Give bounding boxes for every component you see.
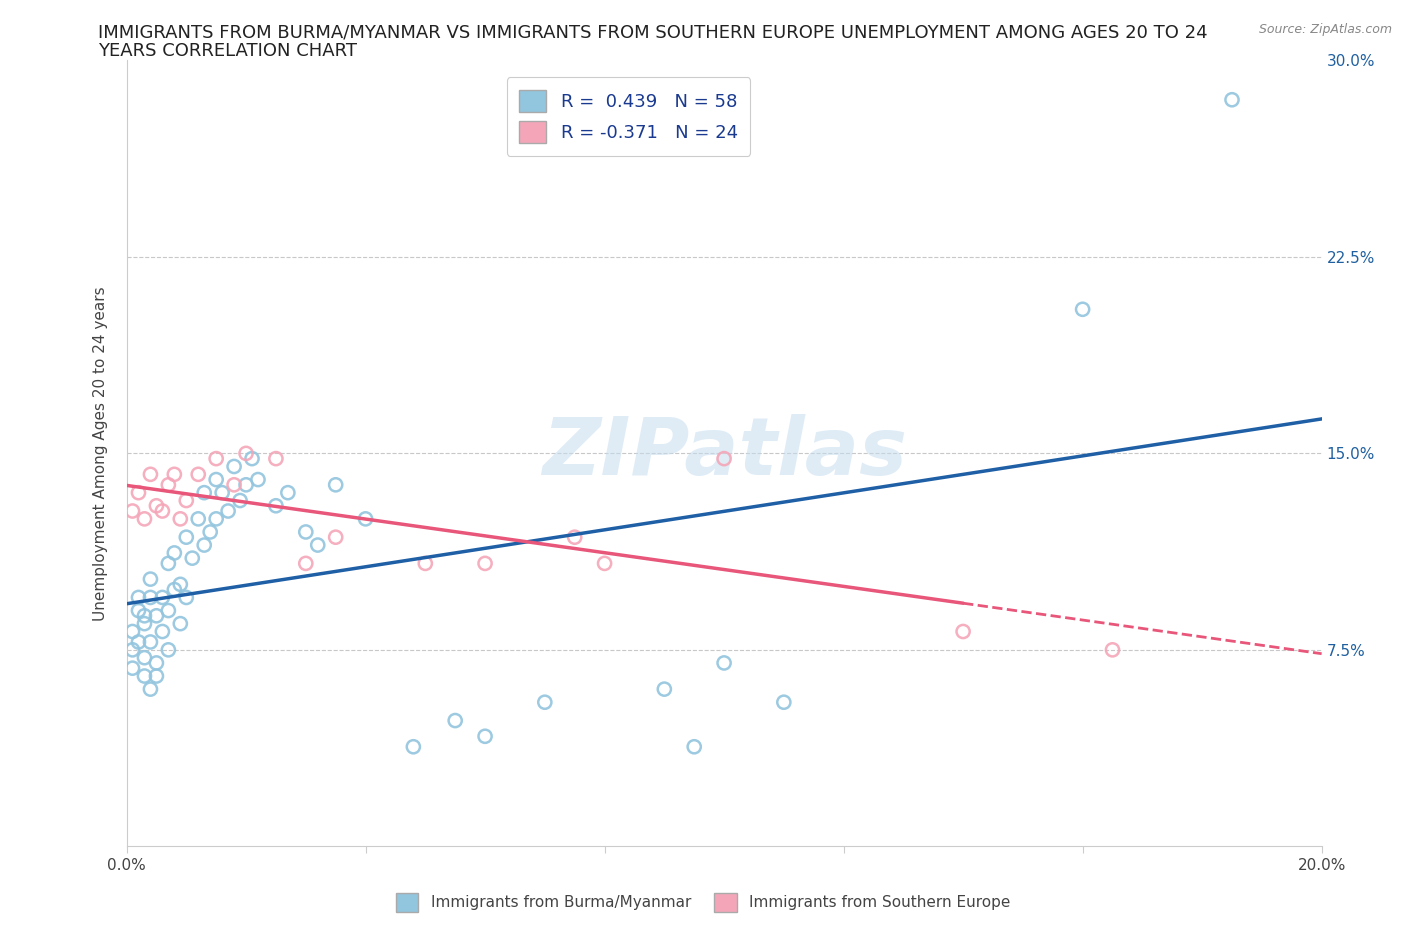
Point	[217, 503, 239, 518]
Point	[193, 485, 215, 500]
Point	[264, 451, 287, 466]
Point	[474, 729, 496, 744]
Point	[134, 512, 156, 526]
Point	[200, 525, 222, 539]
Text: Source: ZipAtlas.com: Source: ZipAtlas.com	[1258, 23, 1392, 36]
Point	[139, 634, 162, 649]
Point	[145, 656, 167, 671]
Point	[163, 546, 186, 561]
Point	[205, 472, 228, 487]
Point	[240, 451, 263, 466]
Point	[713, 451, 735, 466]
Point	[211, 485, 233, 500]
Point	[127, 634, 149, 649]
Point	[157, 604, 180, 618]
Point	[474, 556, 496, 571]
Point	[145, 669, 167, 684]
Point	[652, 682, 675, 697]
Point	[235, 477, 257, 492]
Point	[169, 512, 191, 526]
Point	[193, 538, 215, 552]
Point	[205, 512, 228, 526]
Point	[187, 512, 209, 526]
Point	[444, 713, 467, 728]
Point	[294, 525, 316, 539]
Point	[134, 650, 156, 665]
Point	[181, 551, 204, 565]
Point	[139, 590, 162, 604]
Point	[205, 451, 228, 466]
Text: IMMIGRANTS FROM BURMA/MYANMAR VS IMMIGRANTS FROM SOUTHERN EUROPE UNEMPLOYMENT AM: IMMIGRANTS FROM BURMA/MYANMAR VS IMMIGRA…	[98, 23, 1208, 41]
Point	[134, 617, 156, 631]
Point	[174, 493, 197, 508]
Point	[157, 477, 180, 492]
Point	[534, 695, 557, 710]
Point	[139, 682, 162, 697]
Point	[593, 556, 616, 571]
Point	[145, 608, 167, 623]
Point	[325, 477, 347, 492]
Point	[134, 669, 156, 684]
Point	[157, 556, 180, 571]
Point	[713, 656, 735, 671]
Point	[952, 624, 974, 639]
Point	[247, 472, 270, 487]
Point	[163, 582, 186, 597]
Point	[415, 556, 437, 571]
Point	[277, 485, 299, 500]
Point	[187, 467, 209, 482]
Point	[139, 467, 162, 482]
Point	[402, 739, 425, 754]
Point	[121, 660, 143, 675]
Point	[222, 477, 246, 492]
Point	[264, 498, 287, 513]
Point	[174, 590, 197, 604]
Point	[127, 604, 149, 618]
Point	[683, 739, 706, 754]
Point	[222, 459, 246, 474]
Point	[773, 695, 796, 710]
Point	[152, 624, 174, 639]
Point	[152, 590, 174, 604]
Point	[1101, 643, 1123, 658]
Point	[121, 624, 143, 639]
Point	[1220, 92, 1243, 107]
Legend: Immigrants from Burma/Myanmar, Immigrants from Southern Europe: Immigrants from Burma/Myanmar, Immigrant…	[389, 887, 1017, 918]
Point	[174, 530, 197, 545]
Point	[229, 493, 252, 508]
Point	[564, 530, 586, 545]
Point	[121, 643, 143, 658]
Point	[354, 512, 377, 526]
Point	[152, 503, 174, 518]
Point	[307, 538, 329, 552]
Point	[169, 577, 191, 591]
Point	[235, 445, 257, 460]
Point	[1071, 302, 1094, 317]
Point	[157, 643, 180, 658]
Text: YEARS CORRELATION CHART: YEARS CORRELATION CHART	[98, 42, 357, 60]
Point	[139, 572, 162, 587]
Text: ZIPatlas: ZIPatlas	[541, 415, 907, 492]
Point	[121, 503, 143, 518]
Point	[127, 590, 149, 604]
Point	[169, 617, 191, 631]
Point	[294, 556, 316, 571]
Point	[134, 608, 156, 623]
Point	[163, 467, 186, 482]
Legend: R =  0.439   N = 58, R = -0.371   N = 24: R = 0.439 N = 58, R = -0.371 N = 24	[506, 77, 751, 155]
Point	[127, 485, 149, 500]
Point	[145, 498, 167, 513]
Point	[325, 530, 347, 545]
Y-axis label: Unemployment Among Ages 20 to 24 years: Unemployment Among Ages 20 to 24 years	[93, 286, 108, 620]
